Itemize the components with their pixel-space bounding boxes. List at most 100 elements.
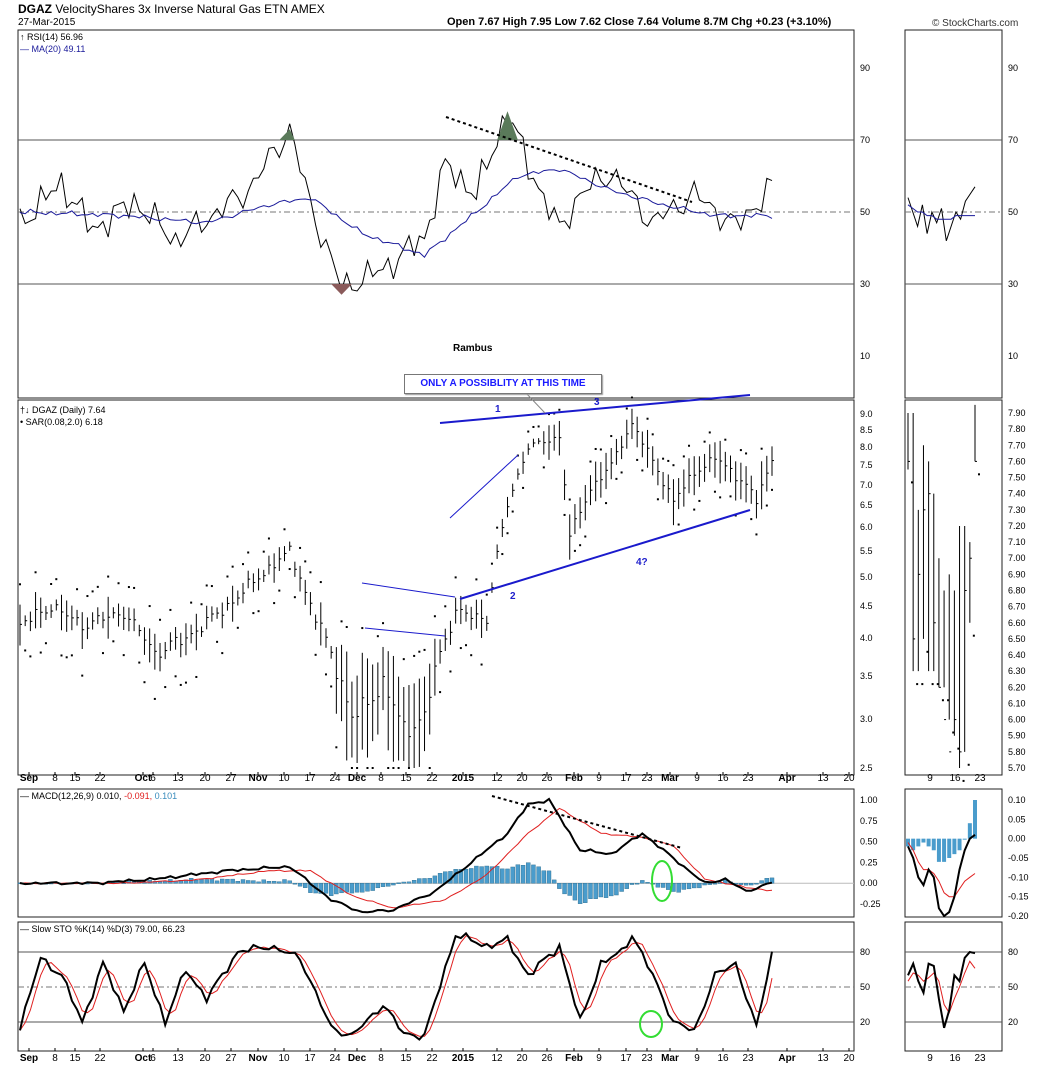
- sto-x-label: 9: [596, 1053, 602, 1064]
- zoom-sar-dot: [941, 699, 944, 702]
- price-tick-label: 8.0: [860, 442, 873, 452]
- macd-histogram-bar: [303, 883, 308, 888]
- macd-histogram-bar: [360, 883, 365, 893]
- price-x-label: Sep: [20, 773, 38, 784]
- sar-dot: [236, 626, 239, 629]
- macd-hist-value: 0.101: [154, 791, 178, 801]
- sto-tick-label: 50: [860, 982, 870, 992]
- wave-label-2: 2: [510, 591, 516, 602]
- macd-histogram-bar: [551, 879, 557, 884]
- sar-dot: [65, 656, 68, 659]
- price-x-label: Feb: [565, 773, 583, 784]
- sto-x-label: 13: [817, 1053, 829, 1064]
- price-zoom-tick-label: 7.00: [1008, 553, 1026, 563]
- price-zoom-tick-label: 7.90: [1008, 408, 1026, 418]
- macd-histogram-bar: [245, 880, 251, 884]
- price-zoom-tick-label: 7.20: [1008, 521, 1026, 531]
- possibility-note: ONLY A POSSIBLITY AT THIS TIME: [404, 374, 602, 394]
- sto-label: — Slow STO %K(14) %D(3) 79.00, 66.23: [20, 924, 185, 934]
- macd-histogram-bar: [712, 883, 718, 885]
- sar-dot: [226, 575, 229, 578]
- price-x-label: 24: [329, 773, 341, 784]
- sar-dot: [19, 583, 21, 586]
- ma-series-line: [19, 169, 773, 258]
- sar-dot: [563, 513, 566, 516]
- sar-dot: [537, 425, 540, 428]
- macd-histogram-bar: [645, 882, 650, 884]
- wave-1-channel: [449, 454, 519, 519]
- macd-zoom-tick-label: 0.00: [1008, 834, 1026, 844]
- sar-dot: [117, 582, 120, 585]
- macd-label-text: MACD(12,26,9) 0.010,: [31, 791, 122, 801]
- macd-histogram-bar: [287, 880, 292, 884]
- sar-dot: [392, 767, 395, 769]
- macd-histogram-bar: [391, 883, 396, 886]
- price-x-label: 9: [596, 773, 602, 784]
- sar-dot: [485, 593, 488, 596]
- macd-histogram-bar: [256, 881, 261, 884]
- sar-dot: [433, 615, 436, 618]
- macd-histogram-bar: [577, 883, 583, 904]
- price-tick-label: 7.0: [860, 480, 873, 490]
- macd-histogram-bar: [401, 881, 406, 884]
- flag-upper-line: [361, 582, 456, 598]
- price-zoom-tick-label: 7.80: [1008, 424, 1026, 434]
- macd-line: [19, 797, 773, 914]
- sar-dot: [143, 681, 146, 684]
- sto-x-label: 9: [694, 1053, 700, 1064]
- rsi-zoom-line: [907, 186, 976, 241]
- ma-zoom-line: [907, 204, 975, 220]
- sto-k-line: [19, 931, 773, 1041]
- sar-dot: [693, 508, 696, 511]
- price-zoom-tick-label: 6.30: [1008, 666, 1026, 676]
- sar-dot: [496, 526, 499, 529]
- price-zoom-tick-label: 7.70: [1008, 440, 1026, 450]
- sto-x-label: 12: [491, 1053, 503, 1064]
- rsi-tick-label: 70: [860, 135, 870, 145]
- macd-histogram-bar: [557, 883, 562, 889]
- sar-dot: [293, 596, 296, 599]
- macd-histogram-bar: [240, 879, 246, 884]
- sar-dot: [96, 585, 99, 588]
- zoom-macd-line: [907, 834, 976, 918]
- price-x-label: 20: [516, 773, 528, 784]
- sar-dot: [107, 575, 110, 578]
- sar-dot: [91, 590, 94, 593]
- sar-dot: [174, 675, 177, 678]
- sar-dot: [589, 460, 592, 463]
- sar-dot: [423, 648, 426, 651]
- macd-histogram-bar: [562, 883, 567, 895]
- rsi-label-text: RSI(14) 56.96: [27, 32, 84, 42]
- zoom-sto-x-label: 16: [949, 1053, 961, 1064]
- zoom-sar-dot: [967, 763, 970, 766]
- macd-histogram-bar: [432, 875, 438, 884]
- price-x-label: 2015: [452, 773, 475, 784]
- lower-trendline: [459, 509, 751, 600]
- sar-dot: [242, 563, 245, 566]
- macd-histogram-bar: [583, 883, 588, 903]
- sto-x-label: 22: [426, 1053, 438, 1064]
- rsi-label: ↑ RSI(14) 56.96: [20, 32, 84, 42]
- sar-dot: [34, 571, 37, 574]
- macd-tick-label: 0.50: [860, 837, 878, 847]
- sar-dot: [630, 396, 633, 399]
- chart-date: 27-Mar-2015: [18, 17, 76, 28]
- macd-histogram-bar: [422, 878, 427, 884]
- macd-histogram-bar: [738, 883, 744, 885]
- macd-histogram-bar: [634, 883, 640, 885]
- price-x-label: 15: [69, 773, 81, 784]
- sar-dot: [734, 514, 737, 517]
- sto-x-label: 24: [329, 1053, 341, 1064]
- price-x-label: Oct: [135, 773, 152, 784]
- zoom-histogram-bar: [967, 823, 972, 839]
- price-x-label: 6: [150, 773, 156, 784]
- zoom-histogram-bar: [936, 838, 941, 862]
- macd-zoom-tick-label: 0.10: [1008, 795, 1026, 805]
- rsi-tick-label: 50: [860, 207, 870, 217]
- price-zoom-tick-label: 7.50: [1008, 473, 1026, 483]
- sar-dot: [579, 544, 582, 547]
- price-x-label: 17: [620, 773, 632, 784]
- panel-frame-macd: [17, 788, 855, 918]
- price-tick-label: 7.5: [860, 460, 873, 470]
- macd-zoom-tick-label: -0.20: [1008, 911, 1029, 921]
